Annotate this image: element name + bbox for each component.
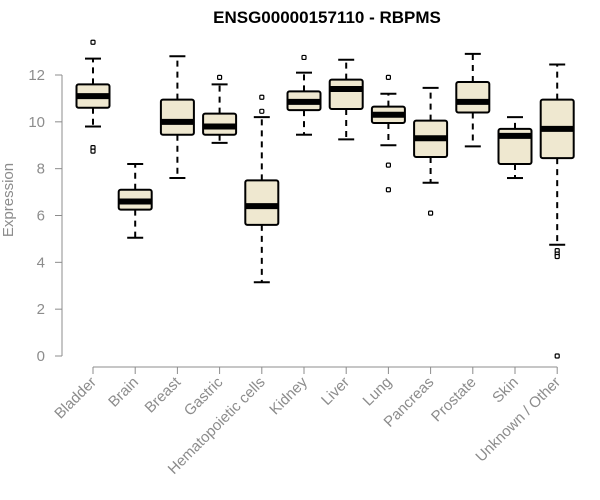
outlier-point <box>385 187 391 193</box>
box-iqr <box>455 81 491 114</box>
x-tick-label: Lung <box>360 374 396 410</box>
x-tick-label: Skin <box>489 374 522 407</box>
outlier-point <box>259 108 265 114</box>
x-tick-label: Breast <box>142 373 185 416</box>
y-axis: 0 2 4 6 8 10 12 <box>28 67 63 365</box>
y-tick-label: 12 <box>28 67 45 84</box>
x-tick-label: Liver <box>318 374 353 409</box>
box-group <box>286 54 322 136</box>
y-tick-label: 2 <box>37 301 45 318</box>
box-group <box>75 39 111 154</box>
outlier-point <box>385 162 391 168</box>
box-group <box>159 55 195 180</box>
y-tick-label: 10 <box>28 114 45 131</box>
x-tick-label: Brain <box>105 374 142 411</box>
x-tick-label: Bladder <box>51 374 100 423</box>
x-tick-label: Prostate <box>428 374 480 426</box>
box-iqr <box>244 179 280 226</box>
box-group <box>497 116 533 180</box>
outlier-point <box>259 94 265 100</box>
y-tick-label: 0 <box>37 348 45 365</box>
box-group <box>202 74 238 144</box>
outlier-point <box>554 253 560 260</box>
y-tick-label: 4 <box>37 254 45 271</box>
x-tick-label: Kidney <box>266 373 311 418</box>
box-group <box>539 63 575 359</box>
outlier-point <box>385 74 391 80</box>
outlier-point <box>554 353 560 359</box>
y-axis-label: Expression <box>0 163 17 237</box>
outlier-point <box>428 210 434 216</box>
box-group <box>370 74 406 193</box>
box-iqr <box>159 98 195 136</box>
outlier-point <box>217 74 223 80</box>
outlier-point <box>90 148 96 154</box>
outlier-point <box>90 39 96 45</box>
box-group <box>455 52 491 148</box>
box-iqr <box>328 78 364 110</box>
plot-area <box>75 39 575 359</box>
box-group <box>244 94 280 284</box>
y-tick-label: 8 <box>37 161 45 178</box>
chart-title: ENSG00000157110 - RBPMS <box>213 8 441 27</box>
outlier-point <box>301 54 307 61</box>
box-group <box>117 162 153 239</box>
box-group <box>328 58 364 141</box>
y-tick-label: 6 <box>37 208 45 225</box>
box-group <box>413 86 449 216</box>
